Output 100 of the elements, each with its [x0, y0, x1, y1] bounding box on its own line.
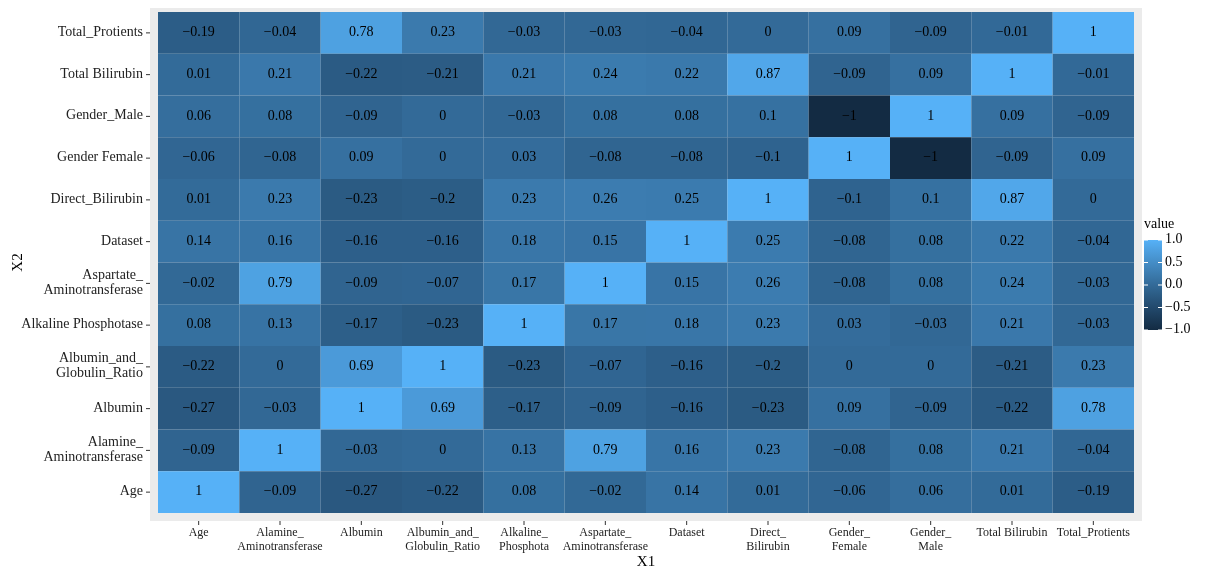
- data-label: −0.22: [182, 358, 215, 374]
- color-bar-label: 0.0: [1165, 276, 1183, 292]
- y-tick-label: Direct_Bilirubin: [50, 191, 143, 207]
- color-bar-label: 1.0: [1165, 231, 1183, 247]
- data-label: 0.26: [755, 274, 781, 290]
- data-label: 0.16: [267, 232, 293, 248]
- data-label: −0.07: [589, 358, 622, 374]
- y-tick-label: Gender Female: [57, 149, 143, 165]
- x-tick-label: Age: [188, 524, 209, 539]
- data-label: 0.87: [999, 191, 1025, 207]
- data-label: 0.09: [837, 399, 862, 415]
- data-label: 0.79: [593, 441, 618, 457]
- x-tick-label: Alkaline_ Phosphota: [498, 524, 550, 553]
- data-label: −1: [841, 107, 857, 123]
- data-label: 0: [439, 107, 447, 123]
- data-label: 0.17: [593, 316, 618, 332]
- y-tick-label: Total Bilirubin: [60, 65, 143, 81]
- data-label: −0.19: [182, 24, 215, 40]
- data-label: 0.13: [511, 441, 537, 457]
- data-label: 0.13: [267, 316, 293, 332]
- data-label: −0.03: [589, 24, 622, 40]
- data-label: −0.01: [1077, 65, 1110, 81]
- data-label: 0.08: [511, 483, 537, 499]
- data-label: −0.03: [263, 399, 297, 415]
- data-label: 0.78: [349, 24, 374, 40]
- data-label: 0.23: [430, 24, 455, 40]
- x-tick-label: Total_Protients: [1056, 524, 1131, 539]
- data-label: 0.15: [593, 232, 618, 248]
- data-label: 1: [1089, 24, 1097, 40]
- data-label: 0.16: [674, 441, 699, 457]
- data-label: 0.01: [755, 483, 781, 499]
- data-label: 0.06: [186, 107, 211, 123]
- data-label: 0.23: [267, 191, 293, 207]
- x-tick-label: Aspartate_ Aminotransferase: [562, 524, 648, 553]
- data-label: −0.06: [182, 149, 215, 165]
- data-label: 0.21: [511, 65, 537, 81]
- data-label: 0: [927, 358, 935, 374]
- data-label: 0.21: [999, 441, 1025, 457]
- data-label: −0.21: [995, 358, 1029, 374]
- data-label: −0.04: [263, 24, 297, 40]
- data-label: −0.16: [670, 399, 703, 415]
- data-label: −0.23: [345, 191, 378, 207]
- data-label: −0.03: [1077, 274, 1110, 290]
- data-label: 1: [764, 191, 772, 207]
- data-label: 0.08: [593, 107, 618, 123]
- data-label: 0.01: [999, 483, 1025, 499]
- data-label: −0.08: [263, 149, 297, 165]
- data-label: −1: [923, 149, 939, 165]
- legend-title: value: [1144, 216, 1175, 231]
- data-label: 1: [845, 149, 853, 165]
- data-label: −0.03: [507, 24, 541, 40]
- data-label: −0.08: [833, 441, 866, 457]
- data-label: −0.09: [833, 65, 866, 81]
- data-label: −0.22: [995, 399, 1029, 415]
- data-label: −0.03: [1077, 316, 1110, 332]
- data-label: 0.78: [1081, 399, 1106, 415]
- x-axis-title: X1: [636, 553, 656, 569]
- data-label: −0.17: [345, 316, 378, 332]
- data-label: 0.23: [511, 191, 537, 207]
- data-label: 1: [195, 483, 203, 499]
- data-label: −0.27: [182, 399, 215, 415]
- data-label: 0.1: [759, 107, 777, 123]
- data-label: 0.09: [349, 149, 374, 165]
- data-label: −0.01: [995, 24, 1029, 40]
- data-label: 0.23: [755, 441, 781, 457]
- x-tick-label: Albumin: [340, 524, 383, 539]
- data-label: 0.18: [674, 316, 699, 332]
- data-label: 0.09: [1081, 149, 1106, 165]
- data-label: −0.2: [429, 191, 456, 207]
- y-tick-label: Albumin: [93, 399, 143, 415]
- y-tick-label: Alkaline Phosphotase: [21, 316, 143, 332]
- data-label: −0.1: [755, 149, 781, 165]
- data-label: −0.22: [345, 65, 378, 81]
- data-label: 0.09: [918, 65, 943, 81]
- data-label: 0.08: [918, 274, 943, 290]
- data-label: 1: [601, 274, 609, 290]
- data-label: 0.22: [674, 65, 699, 81]
- data-label: 0.1: [921, 191, 940, 207]
- data-label: −0.08: [833, 274, 866, 290]
- y-tick-label: Alamine_ Aminotransferase: [43, 434, 144, 465]
- data-label: 1: [520, 316, 528, 332]
- y-axis-title: X2: [9, 253, 25, 272]
- data-label: −0.06: [833, 483, 866, 499]
- data-label: −0.09: [345, 107, 378, 123]
- data-label: 0.24: [999, 274, 1025, 290]
- data-label: −0.23: [751, 399, 785, 415]
- data-label: 0.79: [267, 274, 293, 290]
- data-label: 0: [1089, 191, 1097, 207]
- data-label: 0.24: [593, 65, 618, 81]
- data-label: −0.16: [345, 232, 378, 248]
- data-label: 0.23: [1081, 358, 1106, 374]
- data-label: 0.06: [918, 483, 943, 499]
- data-label: 0: [764, 24, 772, 40]
- data-label: −0.09: [914, 24, 947, 40]
- y-tick-label: Albumin_and_ Globulin_Ratio: [55, 350, 144, 381]
- data-label: 0: [845, 358, 853, 374]
- data-label: 0.08: [918, 232, 943, 248]
- color-bar-label: 0.5: [1165, 253, 1183, 269]
- x-tick-label: Gender_ Female: [828, 524, 871, 553]
- data-label: 0.22: [999, 232, 1025, 248]
